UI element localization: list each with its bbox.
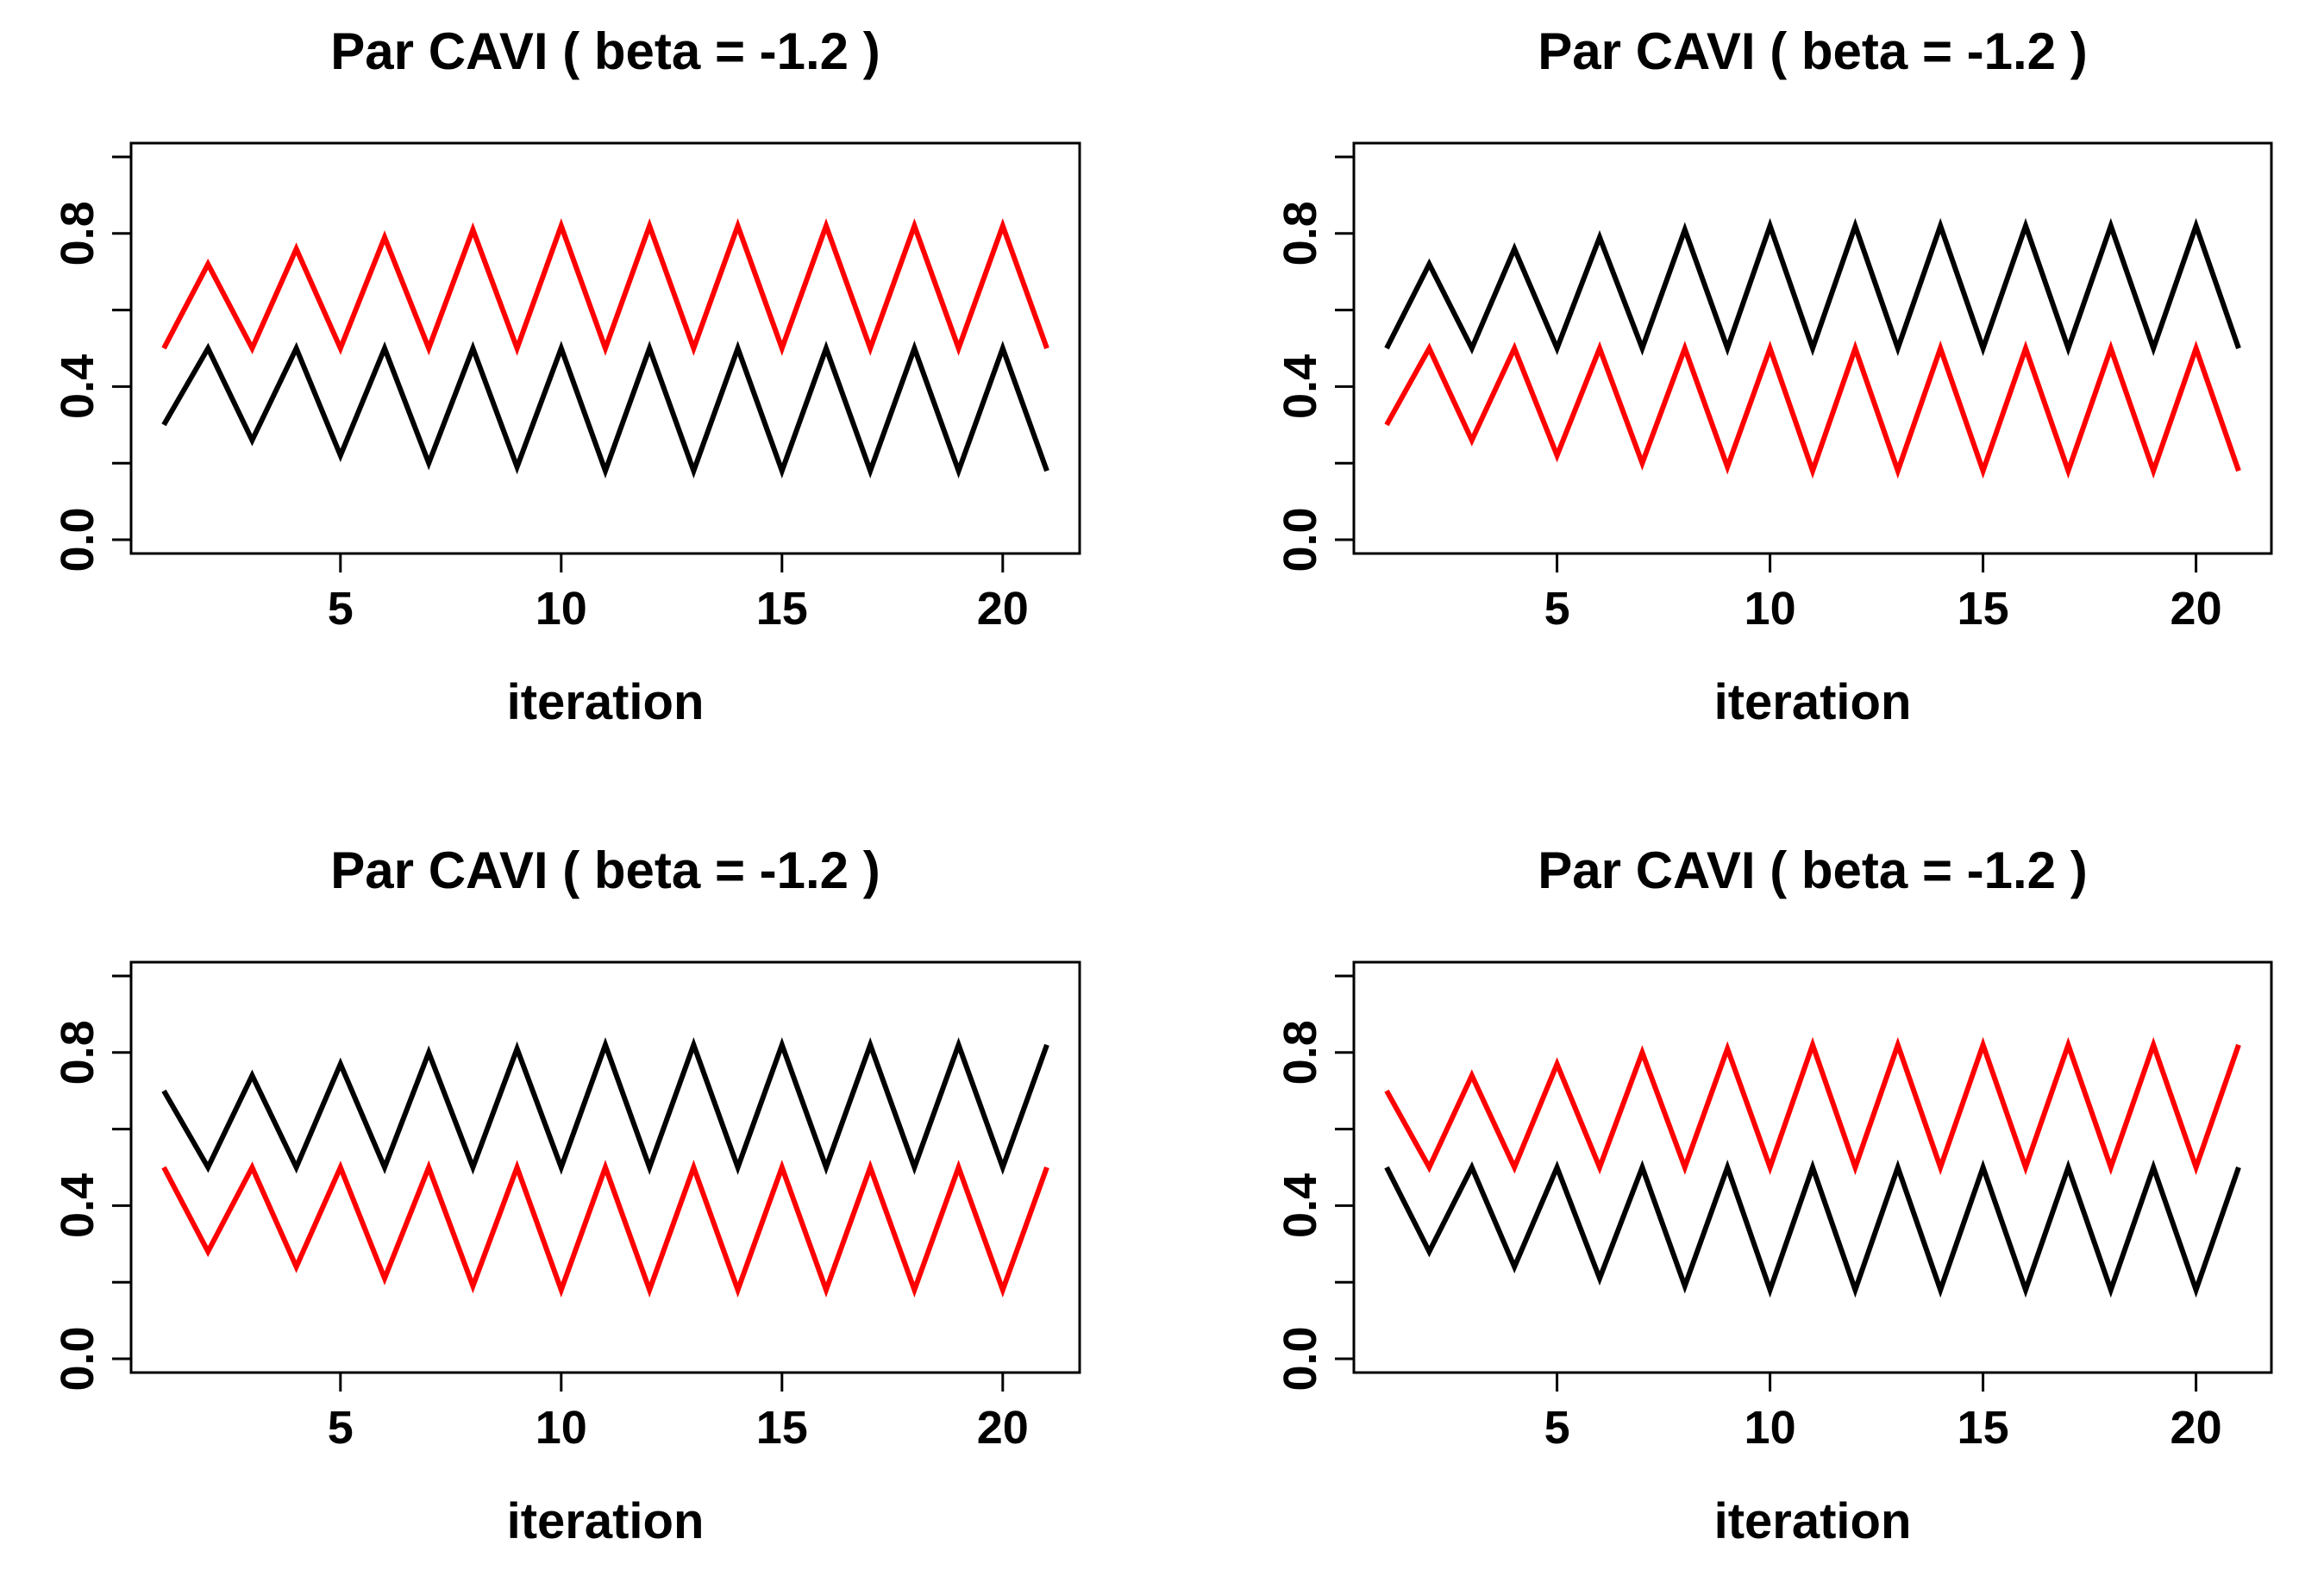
y-tick-label: 0.8 — [52, 1020, 103, 1085]
panel-4: Par CAVI ( beta = -1.2 ) 5 10 15 20 iteration… — [1275, 841, 2273, 1549]
series-line-red — [1384, 1036, 2241, 1176]
panel-2: Par CAVI ( beta = -1.2 ) 5 10 15 20 iteration… — [1275, 22, 2273, 730]
x-tick-label: 5 — [328, 1402, 354, 1454]
series-line-red — [161, 1160, 1049, 1298]
x-tick-label: 10 — [536, 583, 587, 635]
series-line-black — [1384, 1159, 2241, 1298]
x-tick-label: 10 — [1745, 583, 1796, 635]
x-tick-label: 15 — [756, 1402, 808, 1454]
y-tick-label: 0.4 — [1275, 1173, 1326, 1238]
x-tick-label: 15 — [1958, 583, 2009, 635]
x-tick-label: 20 — [2171, 1402, 2222, 1454]
x-tick-label: 20 — [2171, 583, 2222, 635]
series-line-black — [161, 341, 1049, 479]
y-tick-label: 0.0 — [52, 507, 103, 572]
panel-1: Par CAVI ( beta = -1.2 ) 5 10 15 20 iteration… — [52, 22, 1081, 730]
x-axis-label: iteration — [507, 674, 705, 730]
x-tick-label: 20 — [977, 1402, 1029, 1454]
chart-title: Par CAVI ( beta = -1.2 ) — [1538, 841, 2087, 899]
panel-3: Par CAVI ( beta = -1.2 ) 5 10 15 20 iteration… — [52, 841, 1081, 1549]
series-line-red — [161, 218, 1049, 356]
x-tick-label: 10 — [536, 1402, 587, 1454]
x-tick-label: 5 — [328, 583, 354, 635]
y-tick-label: 0.8 — [52, 201, 103, 266]
y-tick-label: 0.0 — [1275, 1326, 1326, 1391]
chart-title: Par CAVI ( beta = -1.2 ) — [330, 22, 880, 80]
x-tick-label: 15 — [756, 583, 808, 635]
x-tick-label: 10 — [1745, 1402, 1796, 1454]
y-tick-label: 0.4 — [52, 354, 103, 419]
y-tick-label: 0.4 — [1275, 354, 1326, 419]
x-axis-label: iteration — [1714, 674, 1912, 730]
y-tick-label: 0.0 — [52, 1326, 103, 1391]
x-tick-label: 20 — [977, 583, 1029, 635]
y-tick-label: 0.0 — [1275, 507, 1326, 572]
series-line-black — [1384, 217, 2241, 357]
y-tick-label: 0.4 — [52, 1173, 103, 1238]
series-line-black — [161, 1037, 1049, 1175]
chart-title: Par CAVI ( beta = -1.2 ) — [330, 841, 880, 899]
series-line-red — [1384, 340, 2241, 479]
x-tick-label: 5 — [1544, 1402, 1570, 1454]
y-tick-label: 0.8 — [1275, 1020, 1326, 1085]
x-axis-label: iteration — [507, 1493, 705, 1549]
x-tick-label: 5 — [1544, 583, 1570, 635]
chart-title: Par CAVI ( beta = -1.2 ) — [1538, 22, 2087, 80]
x-tick-label: 15 — [1958, 1402, 2009, 1454]
y-tick-label: 0.8 — [1275, 201, 1326, 266]
x-axis-label: iteration — [1714, 1493, 1912, 1549]
